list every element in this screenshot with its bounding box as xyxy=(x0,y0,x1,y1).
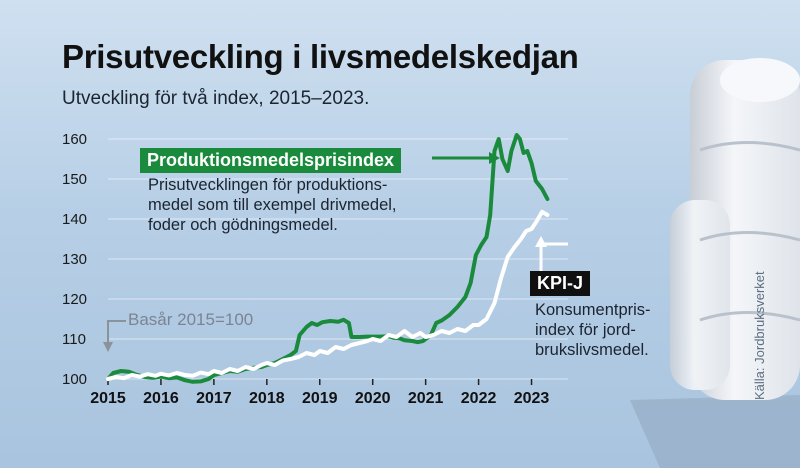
annotation-arrows xyxy=(103,152,568,352)
series-line-produktionsmedelsprisindex xyxy=(106,133,550,384)
source-credit: Källa: Jordbruksverket xyxy=(752,271,767,400)
base-year-note: Basår 2015=100 xyxy=(128,310,254,329)
y-axis: 100 110 120 130 140 150 160 xyxy=(62,131,87,388)
x-axis: 2015 2016 2017 2018 2019 2020 2021 2022 2023 xyxy=(90,379,549,407)
prod-series-note: Prisutvecklingen för produktions- medel … xyxy=(148,176,397,234)
series-line-kpi-j xyxy=(106,209,550,381)
y-tick-label: 110 xyxy=(62,331,86,348)
x-tick-label: 2015 xyxy=(90,390,126,407)
hay-bales-illustration xyxy=(630,58,800,468)
x-tick-label: 2018 xyxy=(249,390,285,407)
kpi-series-label: KPI-J xyxy=(530,271,591,296)
kpi-series-note: Konsumentpris- index för jord- brukslivs… xyxy=(535,301,651,359)
y-tick-label: 120 xyxy=(62,291,87,308)
y-tick-label: 130 xyxy=(62,251,87,268)
x-tick-label: 2017 xyxy=(196,390,232,407)
x-tick-label: 2020 xyxy=(355,390,391,407)
prod-series-label: Produktionsmedelsprisindex xyxy=(140,148,402,173)
base-arrow xyxy=(107,320,126,344)
kpi-arrow-head xyxy=(535,236,547,247)
y-tick-label: 140 xyxy=(62,211,87,228)
chart-subtitle: Utveckling för två index, 2015–2023. xyxy=(62,88,370,109)
y-tick-label: 150 xyxy=(62,171,87,188)
base-arrow-head xyxy=(103,342,113,352)
x-tick-label: 2021 xyxy=(408,390,444,407)
x-tick-label: 2019 xyxy=(302,390,338,407)
series-lines xyxy=(106,133,550,384)
x-tick-label: 2022 xyxy=(461,390,497,407)
x-tick-label: 2016 xyxy=(143,390,179,407)
x-tick-label: 2023 xyxy=(514,390,550,407)
y-tick-label: 100 xyxy=(62,371,87,388)
chart-title: Prisutveckling i livsmedelskedjan xyxy=(62,38,579,75)
prod-arrow-head xyxy=(489,152,500,164)
y-tick-label: 160 xyxy=(62,131,87,148)
